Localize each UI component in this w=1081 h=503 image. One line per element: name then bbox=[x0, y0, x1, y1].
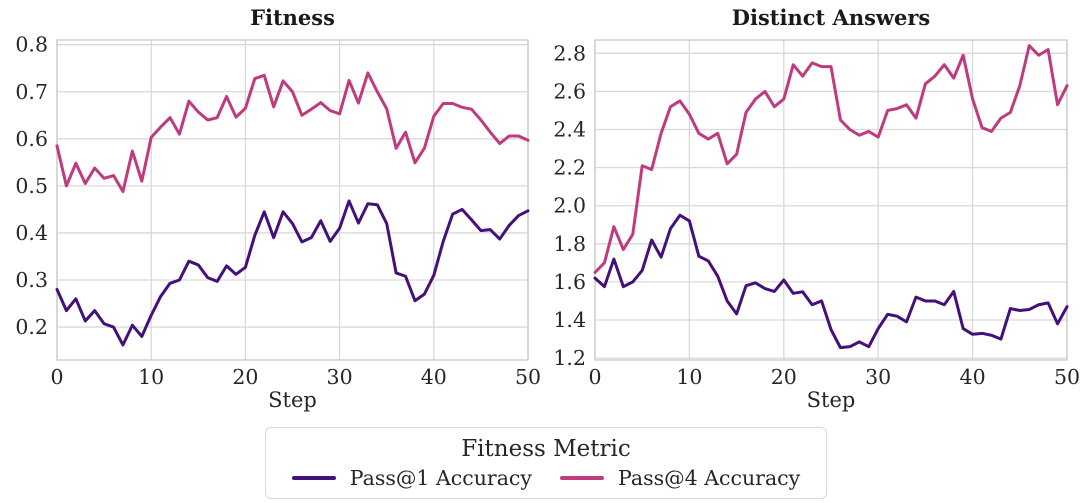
x-tick-label: 0 bbox=[50, 365, 63, 389]
legend-entry-pass4: Pass@4 Accuracy bbox=[560, 466, 800, 490]
legend-entry-pass1-label: Pass@1 Accuracy bbox=[349, 466, 532, 490]
y-tick-label: 0.4 bbox=[15, 221, 48, 245]
x-tick-label: 20 bbox=[771, 365, 797, 389]
y-tick-label: 0.2 bbox=[15, 315, 48, 339]
legend-title: Fitness Metric bbox=[461, 436, 631, 462]
x-tick-label: 0 bbox=[588, 365, 601, 389]
x-tick-label: 50 bbox=[1054, 365, 1080, 389]
axes-spines bbox=[594, 39, 1068, 361]
series-line-pass1 bbox=[55, 199, 530, 347]
x-tick-label: 10 bbox=[138, 365, 164, 389]
y-tick-label: 1.2 bbox=[553, 346, 586, 370]
y-tick-label: 0.8 bbox=[15, 33, 48, 57]
series-line-pass4 bbox=[593, 44, 1069, 274]
y-tick-label: 1.4 bbox=[553, 308, 586, 332]
x-axis-label-distinct-answers: Step bbox=[806, 388, 856, 412]
y-tick-label: 2.8 bbox=[553, 41, 586, 65]
y-tick-label: 2.6 bbox=[553, 79, 586, 103]
pass1-line-swatch bbox=[291, 476, 336, 480]
x-tick-label: 10 bbox=[676, 365, 702, 389]
legend-row: Pass@1 Accuracy Pass@4 Accuracy bbox=[291, 466, 800, 490]
axes-spines bbox=[56, 39, 529, 361]
x-tick-label: 30 bbox=[327, 365, 353, 389]
legend-box: Fitness Metric Pass@1 Accuracy Pass@4 Ac… bbox=[265, 427, 827, 499]
y-tick-label: 0.3 bbox=[15, 268, 48, 292]
y-tick-label: 0.7 bbox=[15, 80, 48, 104]
y-tick-label: 2.2 bbox=[553, 156, 586, 180]
panel-title-distinct-answers: Distinct Answers bbox=[731, 5, 931, 30]
panel-title-fitness: Fitness bbox=[250, 5, 335, 30]
legend-entry-pass1: Pass@1 Accuracy bbox=[291, 466, 532, 490]
series-line-pass4 bbox=[55, 71, 530, 194]
charts-canvas: 0 10 20 30 40 50 0.2 0.3 0.4 0.5 0.6 0.7 0.8 0 10 20 30 4… bbox=[15, 33, 1080, 389]
y-tick-label: 2.4 bbox=[553, 118, 586, 142]
y-tick-label: 1.8 bbox=[553, 232, 586, 256]
x-tick-label: 50 bbox=[515, 365, 541, 389]
legend-entry-pass4-label: Pass@4 Accuracy bbox=[618, 466, 801, 490]
y-tick-label: 0.5 bbox=[15, 174, 48, 198]
x-tick-label: 20 bbox=[232, 365, 258, 389]
series-line-pass1 bbox=[593, 213, 1069, 350]
x-tick-label: 40 bbox=[421, 365, 447, 389]
pass4-line-swatch bbox=[560, 476, 604, 480]
y-tick-label: 2.0 bbox=[553, 194, 586, 218]
y-tick-label: 0.6 bbox=[15, 127, 48, 151]
x-tick-label: 40 bbox=[960, 365, 986, 389]
y-tick-label: 1.6 bbox=[553, 270, 586, 294]
x-tick-label: 30 bbox=[865, 365, 891, 389]
x-axis-label-fitness: Step bbox=[268, 388, 317, 412]
